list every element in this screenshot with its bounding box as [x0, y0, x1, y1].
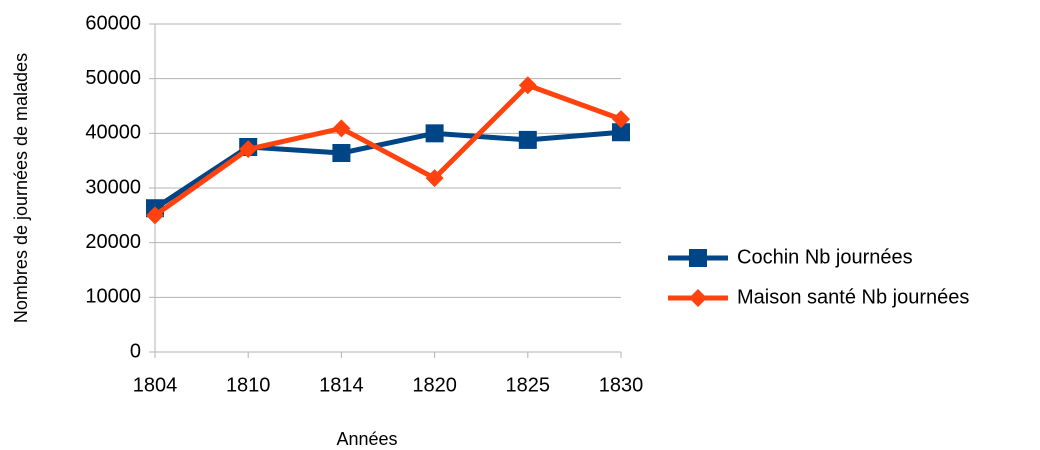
- y-tick-label: 50000: [85, 67, 141, 89]
- legend-label: Cochin Nb journées: [737, 246, 913, 268]
- marker: [425, 169, 444, 188]
- y-tick-label: 60000: [85, 12, 141, 34]
- x-tick-label: 1804: [133, 374, 178, 396]
- y-tick-label: 40000: [85, 122, 141, 144]
- y-axis-label: Nombres de journées de malades: [11, 53, 31, 323]
- marker: [689, 249, 707, 267]
- y-tick-label: 20000: [85, 231, 141, 253]
- y-tick-label: 0: [130, 340, 141, 362]
- marker: [518, 130, 537, 149]
- x-axis-label: Années: [336, 429, 397, 449]
- x-tick-label: 1810: [226, 374, 271, 396]
- y-tick-label: 10000: [85, 286, 141, 308]
- marker: [146, 206, 164, 225]
- marker: [689, 289, 707, 307]
- marker: [332, 119, 351, 138]
- series-line: [153, 82, 622, 218]
- marker: [518, 76, 537, 95]
- marker: [425, 124, 444, 143]
- x-tick-label: 1814: [319, 374, 364, 396]
- marker: [239, 140, 258, 159]
- marker: [612, 123, 630, 142]
- y-tick-label: 30000: [85, 176, 141, 198]
- x-tick-label: 1830: [599, 374, 644, 396]
- marker: [332, 144, 351, 163]
- marker: [612, 110, 630, 129]
- x-tick-label: 1820: [412, 374, 457, 396]
- x-tick-label: 1825: [506, 374, 551, 396]
- legend-label: Maison santé Nb journées: [737, 286, 969, 308]
- series-line: [153, 129, 622, 211]
